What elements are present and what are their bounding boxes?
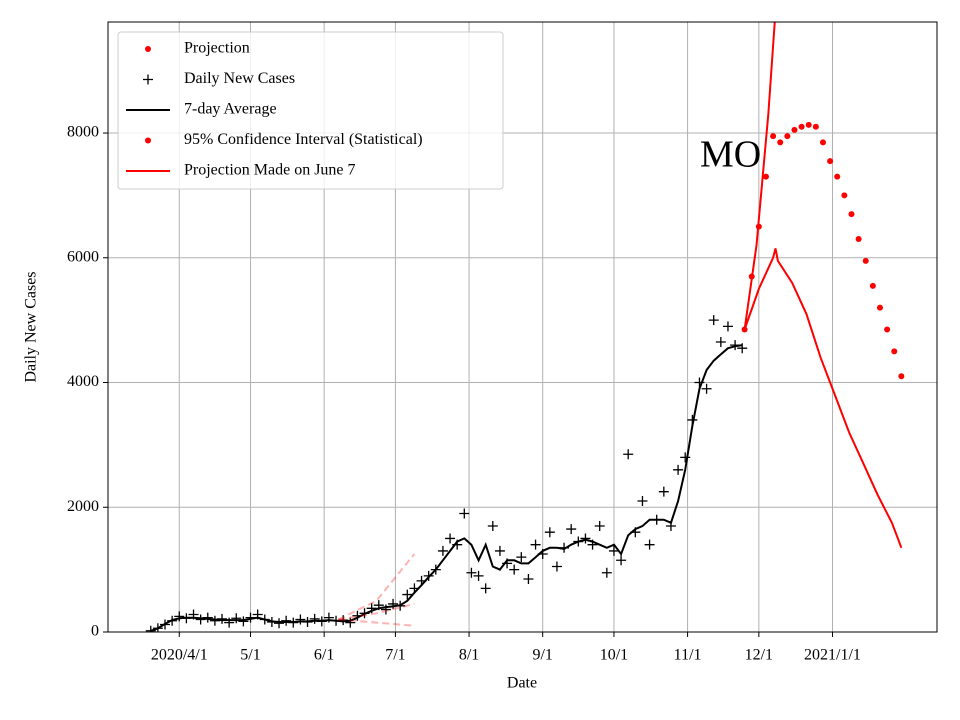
case-point xyxy=(566,524,577,535)
case-point xyxy=(345,617,356,628)
projection-point xyxy=(762,173,769,180)
x-tick-label: 11/1 xyxy=(674,647,702,664)
projection-point xyxy=(891,348,898,355)
case-point xyxy=(231,613,242,624)
case-point xyxy=(281,615,292,626)
projection-point xyxy=(805,121,812,128)
legend-marker xyxy=(145,46,151,52)
case-point xyxy=(680,452,691,463)
line xyxy=(743,248,903,549)
line xyxy=(338,618,415,627)
projection-point xyxy=(869,282,876,289)
case-point xyxy=(551,561,562,572)
y-tick-label: 6000 xyxy=(67,248,99,265)
x-tick-label: 10/1 xyxy=(600,647,628,664)
x-tick-label: 5/1 xyxy=(240,647,260,664)
case-point xyxy=(701,383,712,394)
projection-point xyxy=(855,236,862,243)
case-point xyxy=(238,616,249,627)
projection-point xyxy=(862,257,869,264)
legend-label: Projection xyxy=(184,40,250,57)
projection-point xyxy=(898,373,905,380)
case-point xyxy=(445,533,456,544)
ticks: 2020/4/1 5/1 6/1 7/1 8/1 9/1 10/1 11/1 12/1 2021/… xyxy=(67,124,861,664)
projection-point xyxy=(777,139,784,146)
case-point xyxy=(295,614,306,625)
case-point xyxy=(509,564,520,575)
line xyxy=(338,602,415,621)
projection-point xyxy=(791,126,798,133)
y-tick-label: 4000 xyxy=(67,373,99,390)
x-tick-label: 7/1 xyxy=(385,647,405,664)
x-tick-label: 6/1 xyxy=(314,647,334,664)
y-tick-label: 2000 xyxy=(67,498,99,515)
case-point xyxy=(708,315,719,326)
case-point xyxy=(459,508,470,519)
case-point xyxy=(274,618,285,629)
legend-marker xyxy=(145,137,151,144)
y-tick-label: 0 xyxy=(91,623,99,640)
plot-area xyxy=(145,22,905,632)
case-point xyxy=(637,496,648,507)
y-axis-label: Daily New Cases xyxy=(23,271,40,382)
projection-point xyxy=(848,211,855,218)
case-point xyxy=(658,486,669,497)
case-point xyxy=(145,625,156,632)
legend-marker xyxy=(143,74,153,85)
case-point xyxy=(737,343,748,354)
line xyxy=(337,553,416,621)
projection-point xyxy=(798,123,805,130)
case-point xyxy=(608,545,619,556)
line xyxy=(150,344,743,632)
case-point xyxy=(466,567,477,578)
x-tick-label: 2021/1/1 xyxy=(804,647,861,664)
projection-point xyxy=(770,133,777,140)
x-tick-label: 9/1 xyxy=(532,647,552,664)
case-point xyxy=(174,611,185,622)
case-point xyxy=(437,545,448,556)
projection-point xyxy=(784,133,791,140)
case-point xyxy=(309,613,320,624)
case-point xyxy=(580,533,591,544)
case-point xyxy=(480,583,491,594)
x-tick-label: 8/1 xyxy=(459,647,479,664)
case-point xyxy=(673,464,684,475)
legend-box xyxy=(117,31,504,190)
line xyxy=(743,22,776,330)
legend-label: 7-day Average xyxy=(184,101,277,118)
projection-point xyxy=(819,139,826,146)
projection-point xyxy=(827,158,834,165)
x-tick-label: 2020/4/1 xyxy=(151,647,208,664)
case-point xyxy=(715,336,726,347)
case-point xyxy=(623,449,634,460)
case-point xyxy=(402,589,413,600)
case-point xyxy=(616,555,627,566)
legend: Projection Daily New Cases 7-day Average 95… xyxy=(117,31,504,190)
x-tick-label: 12/1 xyxy=(745,647,773,664)
axes-frame xyxy=(107,21,938,633)
case-point xyxy=(722,321,733,332)
y-tick-label: 8000 xyxy=(67,124,99,141)
case-point xyxy=(516,552,527,563)
projection-point xyxy=(812,123,819,130)
projection-point xyxy=(834,173,841,180)
case-point xyxy=(530,539,541,550)
case-point xyxy=(523,573,534,584)
x-axis-label: Date xyxy=(507,675,537,692)
annotation: MO xyxy=(700,134,761,176)
case-point xyxy=(594,520,605,531)
legend-label: Daily New Cases xyxy=(184,70,295,87)
case-point xyxy=(487,520,498,531)
case-point xyxy=(494,545,505,556)
case-point xyxy=(601,567,612,578)
legend-label: 95% Confidence Interval (Statistical) xyxy=(184,131,423,148)
projection-point xyxy=(876,304,883,311)
case-point xyxy=(644,539,655,550)
case-point xyxy=(473,570,484,581)
legend-label: Projection Made on June 7 xyxy=(184,162,356,179)
case-point xyxy=(544,527,555,538)
projection-point xyxy=(884,326,891,333)
projection-point xyxy=(841,192,848,199)
